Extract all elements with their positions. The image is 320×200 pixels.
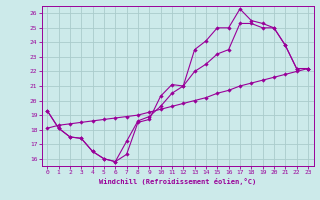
X-axis label: Windchill (Refroidissement éolien,°C): Windchill (Refroidissement éolien,°C) [99, 178, 256, 185]
